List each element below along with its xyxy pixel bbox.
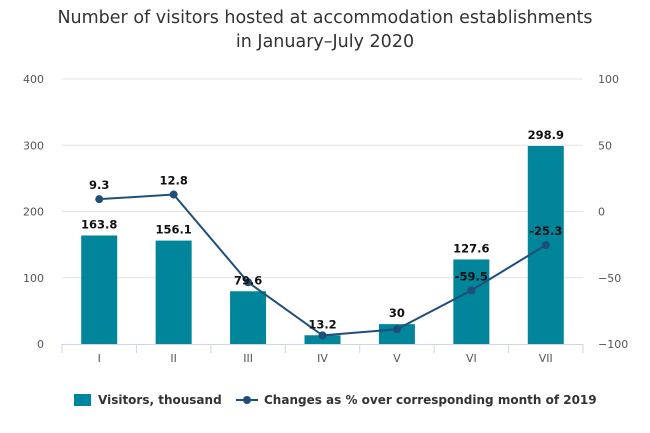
y-left-tick-label: 300 [23, 139, 44, 152]
y-right-tick-label: 50 [598, 139, 612, 152]
bar-data-label: 298.9 [528, 128, 564, 142]
bar [453, 259, 490, 344]
line-data-label: 12.8 [159, 174, 187, 188]
line-point [318, 331, 327, 340]
bar [304, 335, 341, 344]
y-left-tick-label: 100 [23, 272, 44, 285]
line-point [467, 286, 476, 295]
bar [81, 235, 118, 344]
chart-title-line-1: Number of visitors hosted at accommodati… [57, 8, 593, 28]
legend-item-changes[interactable]: Changes as % over corresponding month of… [236, 388, 597, 412]
y-left-tick-label: 400 [23, 73, 44, 86]
legend-line-marker-icon [236, 394, 258, 406]
x-tick-label: V [393, 352, 401, 365]
chart-title: Number of visitors hosted at accommodati… [0, 6, 650, 54]
bar-data-label: 30 [389, 306, 405, 320]
chart-title-line-2: in January–July 2020 [235, 32, 415, 52]
legend-label-changes: Changes as % over corresponding month of… [264, 393, 597, 407]
bar-data-label: 79.6 [234, 273, 262, 287]
line-point [392, 325, 401, 334]
legend-bar-swatch [74, 394, 91, 406]
y-left-tick-label: 0 [37, 338, 44, 351]
bar [230, 291, 267, 344]
legend-label-visitors: Visitors, thousand [98, 393, 222, 407]
line-data-label: -25.3 [529, 224, 562, 238]
line-data-label: 9.3 [89, 178, 109, 192]
legend-item-visitors[interactable]: Visitors, thousand [74, 388, 222, 412]
x-tick-label: IV [317, 352, 328, 365]
x-tick-label: VI [466, 352, 477, 365]
y-right-tick-label: 100 [598, 73, 619, 86]
line-point [541, 241, 550, 250]
y-right-tick-label: −100 [598, 338, 628, 351]
bar-data-label: 156.1 [155, 223, 191, 237]
line-point [169, 190, 178, 199]
x-tick-label: III [243, 352, 253, 365]
x-tick-label: II [170, 352, 177, 365]
y-right-tick-label: −50 [598, 272, 621, 285]
line-data-label: -59.5 [455, 269, 488, 283]
bar-data-label: 13.2 [308, 317, 336, 331]
bar-data-label: 163.8 [81, 217, 117, 231]
x-tick-label: VII [539, 352, 553, 365]
y-right-tick-label: 0 [598, 206, 605, 219]
y-left-tick-label: 200 [23, 206, 44, 219]
legend: Visitors, thousand Changes as % over cor… [0, 388, 650, 412]
bar-data-label: 127.6 [453, 241, 489, 255]
line-point [244, 278, 253, 287]
line-point [95, 195, 104, 204]
bar [155, 240, 192, 344]
x-tick-label: I [98, 352, 101, 365]
